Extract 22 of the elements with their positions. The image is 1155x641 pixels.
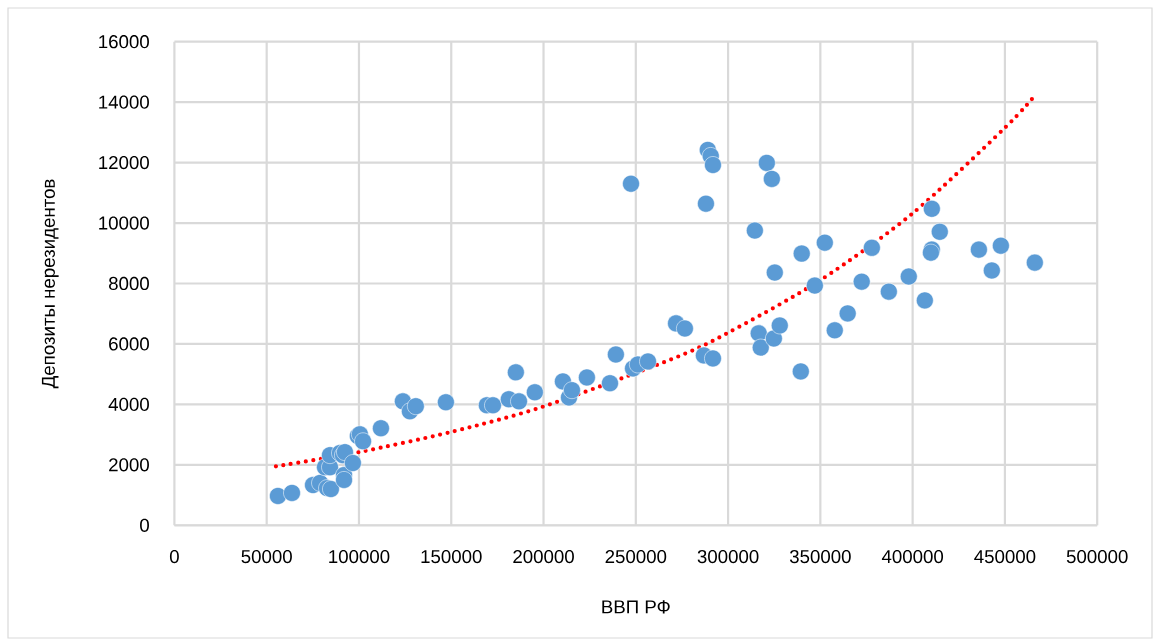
x-tick-label: 500000 — [1066, 549, 1128, 564]
x-tick-label: 450000 — [974, 549, 1036, 564]
x-tick-label: 400000 — [881, 549, 944, 564]
x-tick-label: 300000 — [697, 549, 759, 564]
x-tick-label: 250000 — [605, 549, 667, 564]
y-tick-label: 10000 — [99, 216, 149, 230]
x-tick-label: 0 — [169, 549, 179, 564]
y-axis-title: Депозиты нерезидентов — [41, 179, 59, 389]
x-tick-label: 50000 — [241, 549, 292, 564]
y-tick-label: 6000 — [109, 337, 149, 351]
y-tick-label: 14000 — [99, 95, 149, 109]
x-axis-title: ВВП РФ — [602, 600, 670, 614]
y-tick-label: 12000 — [99, 155, 149, 170]
x-tick-label: 100000 — [329, 549, 390, 564]
y-tick-label: 4000 — [108, 397, 149, 411]
y-tick-label: 0 — [140, 518, 149, 532]
x-tick-label: 200000 — [513, 549, 574, 564]
y-tick-label: 2000 — [109, 458, 149, 472]
y-tick-label: 8000 — [108, 276, 149, 291]
y-tick-label: 16000 — [99, 35, 149, 49]
x-tick-label: 150000 — [421, 549, 482, 564]
x-tick-label: 350000 — [789, 549, 851, 564]
